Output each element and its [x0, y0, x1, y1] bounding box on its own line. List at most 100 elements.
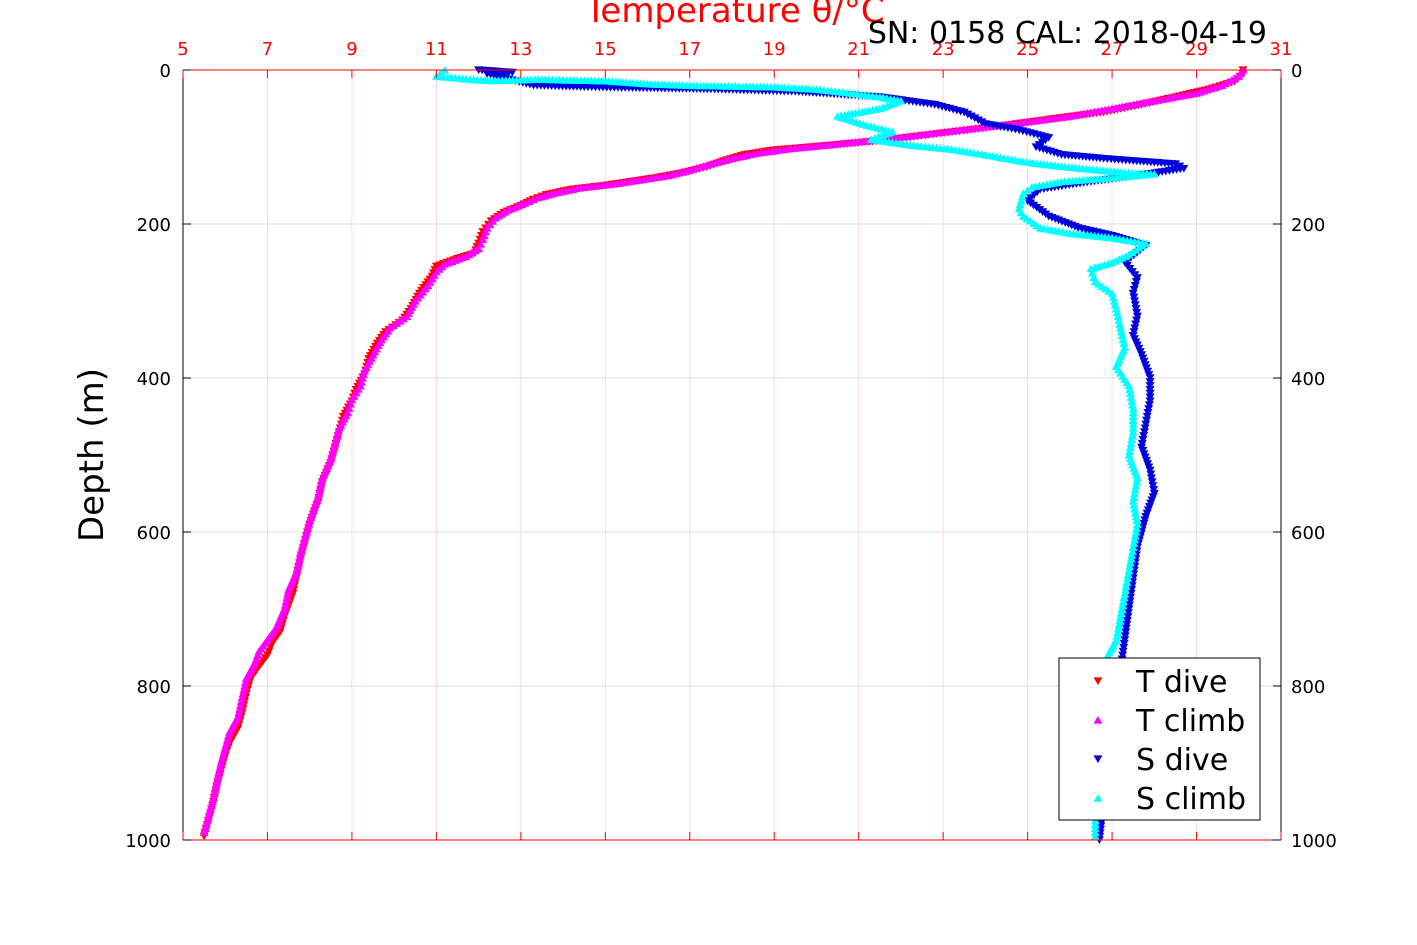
data-point: [1116, 612, 1126, 621]
data-point: [1129, 293, 1139, 302]
x-tick-label: 27: [1101, 39, 1124, 60]
data-point: [331, 435, 341, 444]
data-point: [1118, 647, 1128, 656]
data-point: [1170, 160, 1180, 168]
legend-marker: [1093, 715, 1103, 724]
data-point: [1121, 624, 1131, 633]
x-tick-label: 11: [425, 39, 448, 60]
data-point: [1128, 412, 1138, 421]
data-point: [1129, 501, 1139, 509]
data-point: [1120, 632, 1130, 640]
data-point: [295, 551, 305, 559]
data-point: [1131, 320, 1141, 329]
data-point: [1128, 420, 1138, 428]
data-point: [296, 547, 306, 555]
x-tick-label: 17: [678, 39, 701, 60]
data-point: [334, 424, 344, 432]
data-point: [1130, 301, 1140, 309]
data-point: [966, 112, 976, 121]
data-point: [1118, 601, 1128, 609]
data-point: [1117, 604, 1127, 613]
data-point: [359, 370, 369, 378]
data-point: [1115, 320, 1125, 328]
data-point: [1119, 643, 1129, 652]
data-point: [1128, 497, 1138, 505]
data-point: [241, 674, 251, 682]
legend-label: T dive: [1135, 665, 1227, 700]
data-point: [1147, 478, 1157, 486]
x-tick-label: 23: [932, 39, 955, 60]
data-point: [1132, 524, 1142, 532]
data-point: [1130, 282, 1140, 290]
data-point: [1118, 597, 1128, 605]
data-point: [213, 774, 223, 782]
data-point: [1140, 424, 1150, 433]
legend-label: S climb: [1136, 782, 1246, 817]
data-point: [1125, 597, 1135, 606]
y-tick-label-left: 600: [137, 523, 171, 544]
data-point: [1131, 278, 1141, 286]
data-point: [314, 489, 324, 498]
data-point: [1090, 820, 1100, 829]
data-point: [1145, 382, 1155, 390]
data-point: [281, 597, 291, 605]
data-point: [1132, 477, 1142, 486]
data-point: [238, 689, 248, 698]
data-point: [202, 816, 212, 825]
data-point: [973, 116, 983, 125]
y-tick-label-right: 800: [1291, 677, 1325, 698]
data-point: [1121, 628, 1131, 637]
data-point: [316, 481, 326, 490]
y-tick-label-left: 400: [137, 369, 171, 390]
data-point: [1112, 308, 1122, 317]
data-point: [1127, 400, 1137, 409]
data-point: [208, 797, 218, 806]
data-point: [1143, 409, 1153, 417]
data-point: [216, 758, 226, 767]
data-point: [218, 751, 228, 759]
data-point: [1142, 416, 1152, 425]
data-point: [1126, 439, 1136, 448]
legend: T dive T climb S dive S climb: [1058, 657, 1261, 821]
data-point: [1142, 412, 1152, 421]
data-point: [201, 820, 211, 829]
data-point: [234, 708, 244, 717]
data-point: [1145, 385, 1155, 394]
data-point: [1116, 327, 1126, 336]
data-point: [215, 762, 225, 771]
y-tick-label-left: 200: [137, 215, 171, 236]
data-point: [360, 366, 370, 374]
y-tick-label-right: 600: [1291, 523, 1325, 544]
data-point: [1125, 562, 1135, 571]
data-point: [1148, 482, 1158, 490]
data-point: [1145, 378, 1155, 386]
x-tick-label: 7: [262, 39, 273, 60]
data-point: [1119, 593, 1129, 602]
data-point: [223, 732, 233, 740]
data-point: [208, 793, 218, 802]
data-point: [1124, 605, 1134, 614]
data-point: [1144, 401, 1154, 409]
data-point: [1126, 554, 1136, 563]
data-point: [1124, 566, 1134, 575]
data-point: [327, 450, 337, 459]
data-point: [304, 520, 314, 528]
data-point: [1139, 428, 1149, 436]
serial-calibration-label: SN: 0158 CAL: 2018-04-19: [868, 16, 1267, 51]
data-point: [199, 828, 209, 836]
data-point: [1130, 535, 1140, 544]
data-point: [1109, 296, 1119, 305]
y-tick-label-left: 800: [137, 677, 171, 698]
data-point: [302, 527, 312, 536]
data-point: [329, 443, 339, 451]
x-tick-label: 25: [1016, 39, 1039, 60]
data-point: [1128, 543, 1138, 551]
legend-marker: [1093, 677, 1103, 686]
x-tick-label: 9: [346, 39, 357, 60]
data-point: [1132, 312, 1142, 321]
data-point: [1027, 182, 1037, 191]
data-point: [207, 801, 217, 809]
data-point: [1132, 274, 1142, 282]
